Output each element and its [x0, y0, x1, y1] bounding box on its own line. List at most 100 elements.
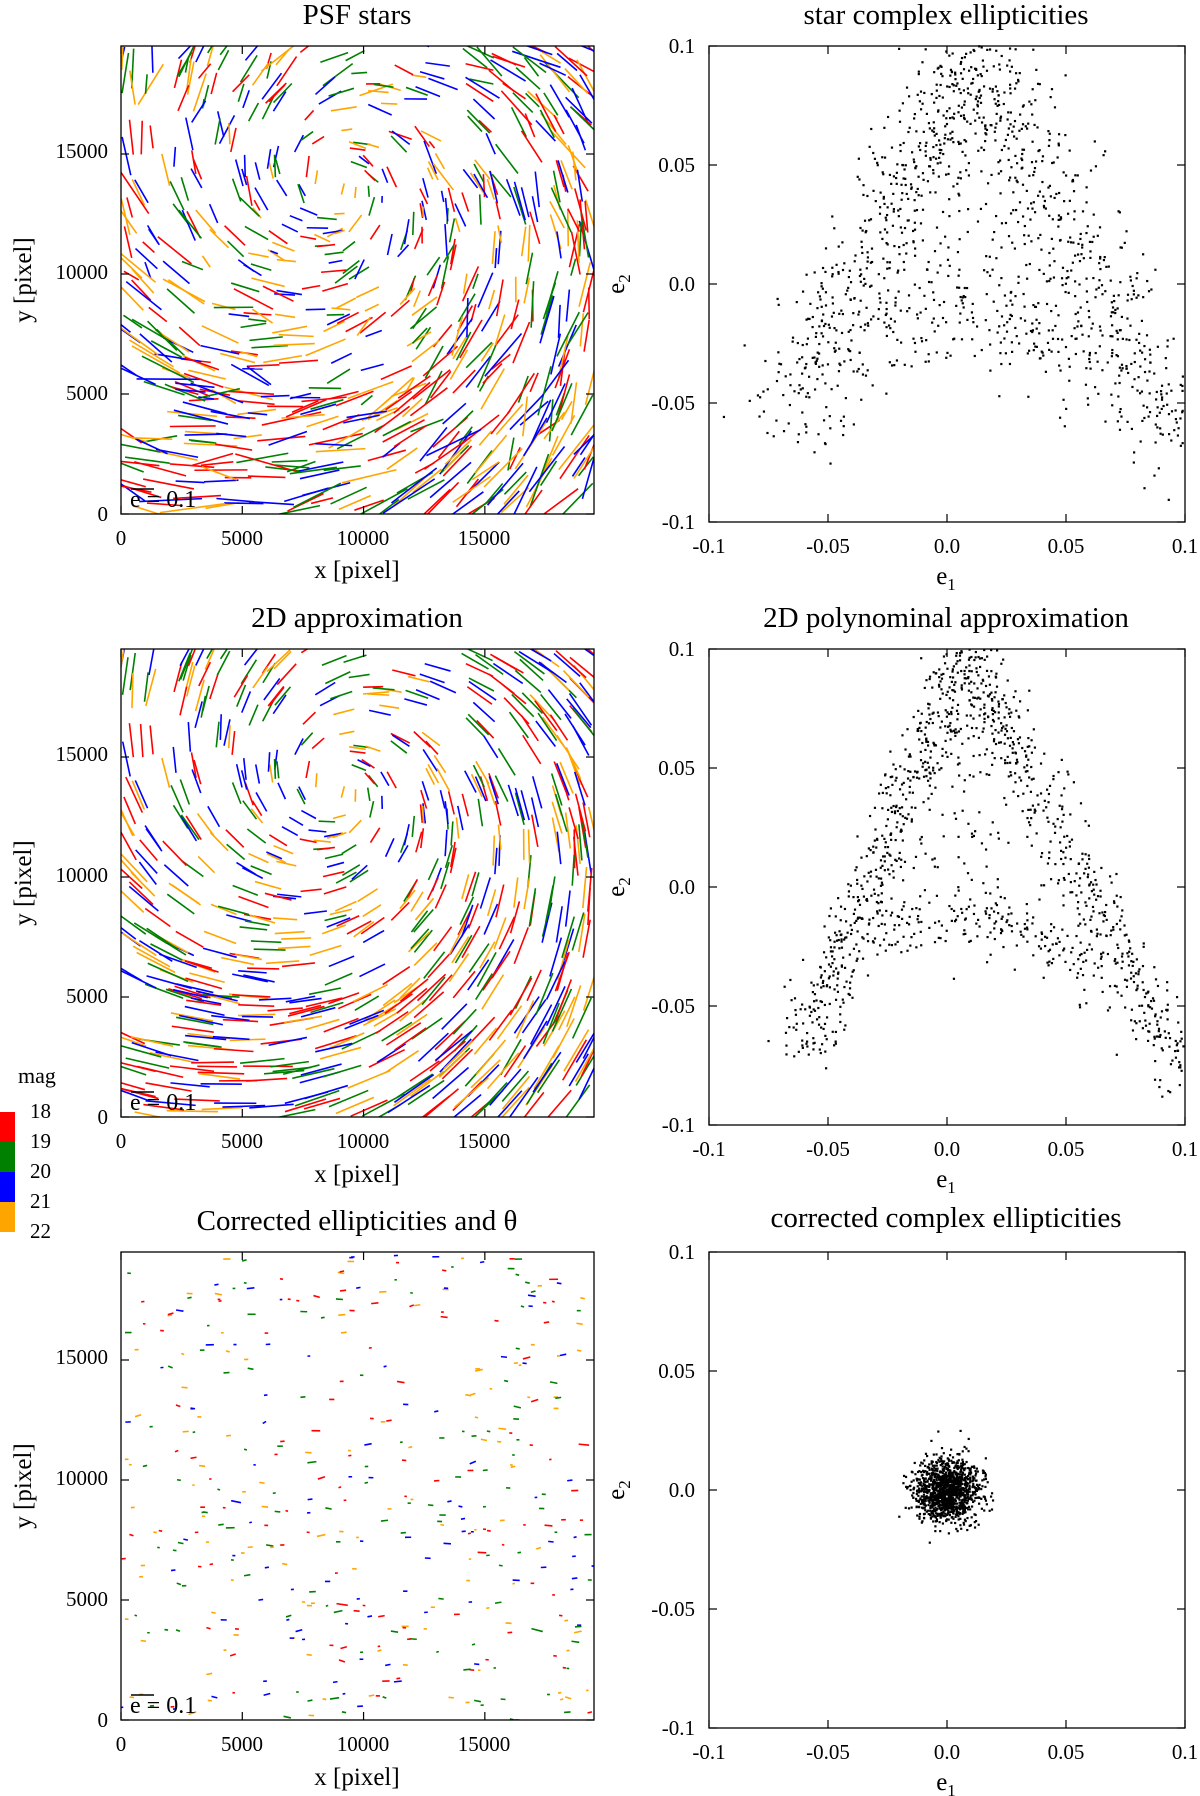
data-point	[932, 766, 935, 769]
data-point	[946, 258, 950, 261]
data-point	[889, 854, 892, 857]
data-point	[1073, 210, 1076, 213]
data-point	[931, 321, 934, 324]
whisker	[400, 1531, 406, 1534]
data-point	[1000, 54, 1003, 58]
whisker	[471, 872, 480, 897]
data-point	[1012, 696, 1015, 699]
whisker	[455, 817, 460, 839]
data-point	[1078, 283, 1081, 286]
data-point	[1100, 955, 1103, 958]
data-point	[1046, 862, 1050, 865]
data-point	[940, 677, 944, 680]
data-point	[869, 261, 872, 264]
data-point	[955, 1505, 958, 1508]
data-point	[991, 699, 994, 702]
data-point	[993, 922, 996, 925]
data-point	[1008, 708, 1011, 711]
data-point	[949, 721, 952, 725]
whisker	[226, 1434, 232, 1437]
whisker	[452, 970, 476, 999]
data-point	[833, 227, 836, 230]
data-point	[919, 108, 923, 111]
data-point	[1009, 123, 1012, 126]
data-point	[1179, 417, 1182, 420]
data-point	[919, 90, 923, 93]
whisker	[241, 691, 252, 713]
whisker	[262, 285, 294, 302]
data-point	[824, 291, 828, 294]
data-point	[954, 918, 958, 921]
data-point	[964, 677, 968, 680]
data-point	[952, 338, 955, 341]
data-point	[1099, 895, 1102, 898]
data-point	[1007, 712, 1011, 715]
whisker	[174, 1098, 220, 1102]
whisker	[222, 1104, 266, 1108]
whisker	[390, 1630, 399, 1633]
whisker	[527, 224, 531, 262]
data-point	[927, 707, 930, 710]
data-point	[988, 916, 991, 920]
whisker	[515, 67, 541, 90]
whisker	[454, 934, 473, 964]
data-point	[1130, 971, 1133, 974]
data-point	[1130, 362, 1133, 366]
whisker	[311, 737, 325, 750]
data-point	[1041, 155, 1045, 158]
whisker	[276, 761, 280, 779]
data-point	[898, 109, 901, 112]
whisker	[558, 424, 594, 471]
data-point	[1095, 928, 1098, 931]
data-point	[1166, 981, 1169, 984]
whisker	[216, 650, 231, 676]
data-point	[1021, 183, 1025, 186]
data-point	[1048, 857, 1051, 860]
whisker	[330, 486, 368, 505]
whisker	[576, 1349, 582, 1352]
whisker	[449, 349, 469, 380]
whisker	[440, 256, 450, 289]
data-point	[828, 914, 831, 918]
whisker	[307, 1699, 313, 1702]
data-point	[1100, 964, 1103, 968]
whisker	[557, 324, 577, 367]
data-point	[855, 943, 858, 946]
data-point	[939, 1530, 942, 1533]
data-point	[917, 1478, 920, 1481]
data-point	[1047, 964, 1050, 967]
whisker	[549, 714, 569, 741]
whisker	[582, 919, 591, 958]
data-point	[1092, 235, 1095, 238]
data-point	[1179, 383, 1182, 386]
data-point	[991, 707, 994, 710]
whisker	[381, 168, 389, 184]
data-point	[927, 1512, 930, 1516]
whisker	[296, 788, 306, 805]
data-point	[907, 770, 910, 773]
data-point	[1027, 234, 1030, 237]
whisker	[265, 466, 304, 473]
data-point	[923, 1459, 926, 1462]
data-point	[991, 1499, 995, 1502]
data-point	[953, 1466, 956, 1469]
data-point	[849, 281, 853, 284]
data-point	[892, 192, 895, 195]
whisker	[335, 297, 357, 310]
whisker	[562, 1039, 588, 1081]
data-point	[1070, 951, 1073, 954]
data-point	[951, 706, 954, 709]
data-point	[1086, 948, 1089, 952]
data-point	[954, 1513, 958, 1516]
data-point	[969, 51, 972, 54]
data-point	[1106, 361, 1109, 364]
data-point	[942, 1506, 945, 1509]
data-point	[842, 415, 845, 418]
data-point	[956, 660, 959, 663]
data-point	[901, 793, 905, 796]
data-point	[1004, 762, 1007, 765]
whisker	[442, 1269, 447, 1272]
whisker	[131, 345, 181, 374]
data-point	[1033, 170, 1036, 173]
data-point	[1058, 416, 1062, 419]
